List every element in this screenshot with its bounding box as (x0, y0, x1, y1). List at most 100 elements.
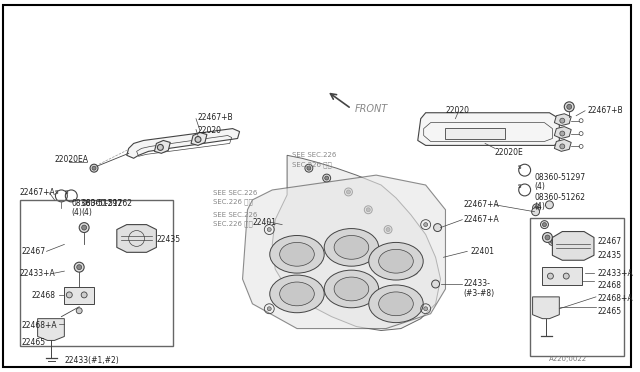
Circle shape (560, 131, 564, 136)
Circle shape (157, 144, 163, 150)
Text: 22467+A: 22467+A (20, 188, 56, 197)
Bar (20, 200, 173, 346)
Circle shape (412, 269, 416, 273)
Circle shape (532, 204, 541, 212)
Bar (530, 218, 623, 356)
Polygon shape (272, 155, 440, 331)
Circle shape (268, 307, 271, 311)
Text: 08360-51262: 08360-51262 (81, 199, 132, 208)
Ellipse shape (334, 235, 369, 259)
Polygon shape (127, 129, 239, 158)
Polygon shape (65, 287, 94, 304)
Circle shape (305, 164, 313, 172)
Circle shape (560, 118, 564, 123)
Polygon shape (554, 126, 572, 138)
Circle shape (567, 104, 572, 109)
Text: SEC.226 参照: SEC.226 参照 (292, 161, 332, 168)
Polygon shape (191, 132, 207, 145)
Ellipse shape (324, 270, 379, 308)
Text: S: S (54, 190, 58, 195)
Text: 22468+A: 22468+A (22, 321, 58, 330)
Text: (#3-#8): (#3-#8) (463, 289, 495, 298)
Text: 22468: 22468 (598, 281, 622, 290)
Text: 22401: 22401 (252, 218, 276, 227)
Ellipse shape (379, 292, 413, 316)
Ellipse shape (369, 285, 423, 323)
Circle shape (384, 225, 392, 234)
Text: 22467: 22467 (22, 247, 46, 256)
Text: 22467+A: 22467+A (463, 200, 499, 209)
Polygon shape (117, 225, 156, 252)
Polygon shape (38, 319, 65, 340)
Text: 22467+B: 22467+B (587, 106, 623, 115)
Text: 22435: 22435 (598, 251, 622, 260)
Circle shape (532, 208, 540, 216)
Circle shape (92, 166, 96, 170)
Text: 22467+B: 22467+B (198, 113, 234, 122)
Circle shape (307, 166, 311, 170)
Ellipse shape (270, 275, 324, 313)
Polygon shape (243, 175, 445, 328)
Text: 22020E: 22020E (495, 148, 524, 157)
Polygon shape (418, 113, 559, 145)
Circle shape (344, 188, 353, 196)
Text: 22020EA: 22020EA (54, 155, 88, 164)
Polygon shape (532, 297, 559, 319)
Circle shape (424, 307, 428, 311)
Text: (4): (4) (81, 208, 92, 217)
Text: 22467+A: 22467+A (463, 215, 499, 224)
Text: 08360-51262: 08360-51262 (534, 193, 586, 202)
Text: 22433(#1,#2): 22433(#1,#2) (65, 356, 119, 365)
Circle shape (67, 292, 72, 298)
Text: 22433-: 22433- (463, 279, 490, 288)
Circle shape (386, 228, 390, 231)
Text: S: S (65, 190, 68, 195)
Text: (4): (4) (71, 208, 82, 217)
Text: 22401: 22401 (470, 247, 494, 256)
Text: SEE SEC.226: SEE SEC.226 (292, 153, 337, 158)
Text: SEC.226 参照: SEC.226 参照 (213, 221, 253, 227)
Circle shape (424, 222, 428, 227)
Text: SEE SEC.226: SEE SEC.226 (213, 190, 257, 196)
Text: 22020: 22020 (445, 106, 470, 115)
Text: 08360-51297: 08360-51297 (71, 199, 122, 208)
Circle shape (82, 225, 86, 230)
Bar (543, 267, 582, 285)
Circle shape (548, 237, 556, 246)
Circle shape (550, 240, 554, 243)
Text: S: S (518, 165, 522, 170)
Circle shape (268, 228, 271, 231)
Text: 22435: 22435 (156, 234, 180, 244)
Ellipse shape (334, 277, 369, 301)
Text: 22020: 22020 (198, 126, 222, 135)
Circle shape (545, 201, 554, 209)
Circle shape (195, 137, 201, 142)
Polygon shape (552, 231, 594, 260)
Circle shape (433, 224, 442, 231)
Circle shape (324, 176, 329, 180)
Circle shape (76, 308, 82, 314)
Circle shape (77, 265, 82, 270)
Text: SEC.226 参照: SEC.226 参照 (213, 199, 253, 205)
Circle shape (541, 221, 548, 228)
Text: S: S (518, 185, 522, 189)
Circle shape (364, 206, 372, 214)
Text: 08360-51297: 08360-51297 (534, 173, 586, 182)
Text: 22433+A: 22433+A (598, 269, 634, 278)
Text: 22468: 22468 (31, 291, 56, 300)
Circle shape (560, 144, 564, 149)
Text: 22465: 22465 (22, 339, 46, 347)
Circle shape (543, 232, 552, 243)
Polygon shape (554, 114, 572, 126)
Circle shape (563, 273, 569, 279)
Bar (445, 128, 505, 140)
Text: 22468+A: 22468+A (598, 294, 634, 303)
Circle shape (431, 280, 440, 288)
Circle shape (79, 222, 89, 232)
Circle shape (545, 235, 550, 240)
Circle shape (534, 206, 538, 210)
Circle shape (81, 292, 87, 298)
Polygon shape (154, 141, 170, 153)
Circle shape (366, 208, 371, 212)
Circle shape (402, 249, 406, 253)
